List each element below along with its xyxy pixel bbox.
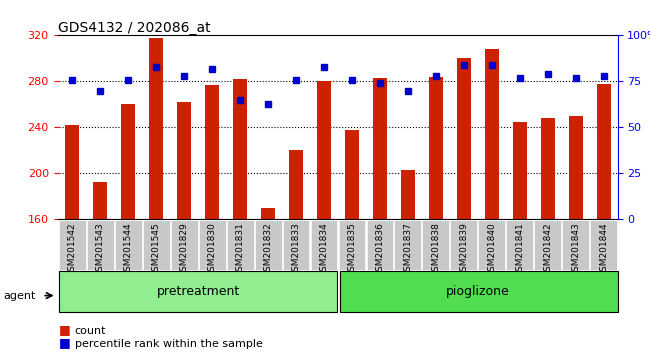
Text: GSM201830: GSM201830 — [208, 222, 216, 277]
Bar — [401, 170, 415, 219]
FancyBboxPatch shape — [395, 220, 421, 270]
FancyBboxPatch shape — [311, 220, 337, 270]
Bar — [261, 208, 275, 219]
Text: GSM201834: GSM201834 — [320, 222, 328, 277]
FancyBboxPatch shape — [478, 220, 505, 270]
FancyBboxPatch shape — [590, 220, 617, 270]
Text: GSM201831: GSM201831 — [236, 222, 244, 277]
Text: GSM201843: GSM201843 — [571, 222, 580, 277]
FancyBboxPatch shape — [143, 220, 170, 270]
Text: pretreatment: pretreatment — [157, 285, 240, 298]
FancyBboxPatch shape — [534, 220, 561, 270]
Bar — [177, 102, 191, 219]
FancyBboxPatch shape — [115, 220, 142, 270]
FancyBboxPatch shape — [340, 271, 618, 312]
FancyBboxPatch shape — [227, 220, 254, 270]
Bar — [233, 79, 247, 219]
Text: GSM201833: GSM201833 — [292, 222, 300, 277]
Text: GSM201841: GSM201841 — [515, 222, 524, 277]
Text: GSM201837: GSM201837 — [404, 222, 412, 277]
Bar — [429, 77, 443, 219]
Text: GSM201542: GSM201542 — [68, 222, 77, 277]
FancyBboxPatch shape — [367, 220, 393, 270]
Text: GSM201844: GSM201844 — [599, 222, 608, 277]
Bar — [345, 130, 359, 219]
FancyBboxPatch shape — [87, 220, 114, 270]
Bar — [541, 118, 554, 219]
FancyBboxPatch shape — [59, 271, 337, 312]
Bar — [597, 84, 610, 219]
Text: GSM201543: GSM201543 — [96, 222, 105, 277]
Text: GSM201839: GSM201839 — [460, 222, 468, 277]
FancyBboxPatch shape — [255, 220, 281, 270]
FancyBboxPatch shape — [506, 220, 533, 270]
Text: ■: ■ — [58, 336, 70, 349]
FancyBboxPatch shape — [422, 220, 449, 270]
Bar — [94, 182, 107, 219]
Text: GSM201832: GSM201832 — [264, 222, 272, 277]
Bar — [513, 122, 526, 219]
Bar — [485, 49, 499, 219]
Text: GSM201840: GSM201840 — [488, 222, 496, 277]
Bar — [205, 85, 219, 219]
Text: count: count — [75, 326, 106, 336]
Bar — [150, 38, 163, 219]
Bar — [317, 81, 331, 219]
Text: GSM201829: GSM201829 — [180, 222, 188, 277]
Text: percentile rank within the sample: percentile rank within the sample — [75, 339, 263, 349]
FancyBboxPatch shape — [199, 220, 226, 270]
Bar — [457, 58, 471, 219]
FancyBboxPatch shape — [450, 220, 477, 270]
Bar — [289, 150, 303, 219]
Text: pioglizone: pioglizone — [446, 285, 510, 298]
Text: GSM201836: GSM201836 — [376, 222, 384, 277]
Bar — [66, 125, 79, 219]
Text: GSM201835: GSM201835 — [348, 222, 356, 277]
FancyBboxPatch shape — [59, 220, 86, 270]
Bar — [373, 78, 387, 219]
FancyBboxPatch shape — [562, 220, 589, 270]
Text: GSM201842: GSM201842 — [543, 222, 552, 277]
Text: agent: agent — [3, 291, 36, 301]
Bar — [122, 104, 135, 219]
Text: ■: ■ — [58, 323, 70, 336]
Bar — [569, 116, 582, 219]
Text: GSM201545: GSM201545 — [152, 222, 161, 277]
Text: GDS4132 / 202086_at: GDS4132 / 202086_at — [58, 21, 211, 35]
Text: GSM201838: GSM201838 — [432, 222, 440, 277]
FancyBboxPatch shape — [339, 220, 365, 270]
FancyBboxPatch shape — [283, 220, 309, 270]
FancyBboxPatch shape — [171, 220, 198, 270]
Text: GSM201544: GSM201544 — [124, 222, 133, 277]
